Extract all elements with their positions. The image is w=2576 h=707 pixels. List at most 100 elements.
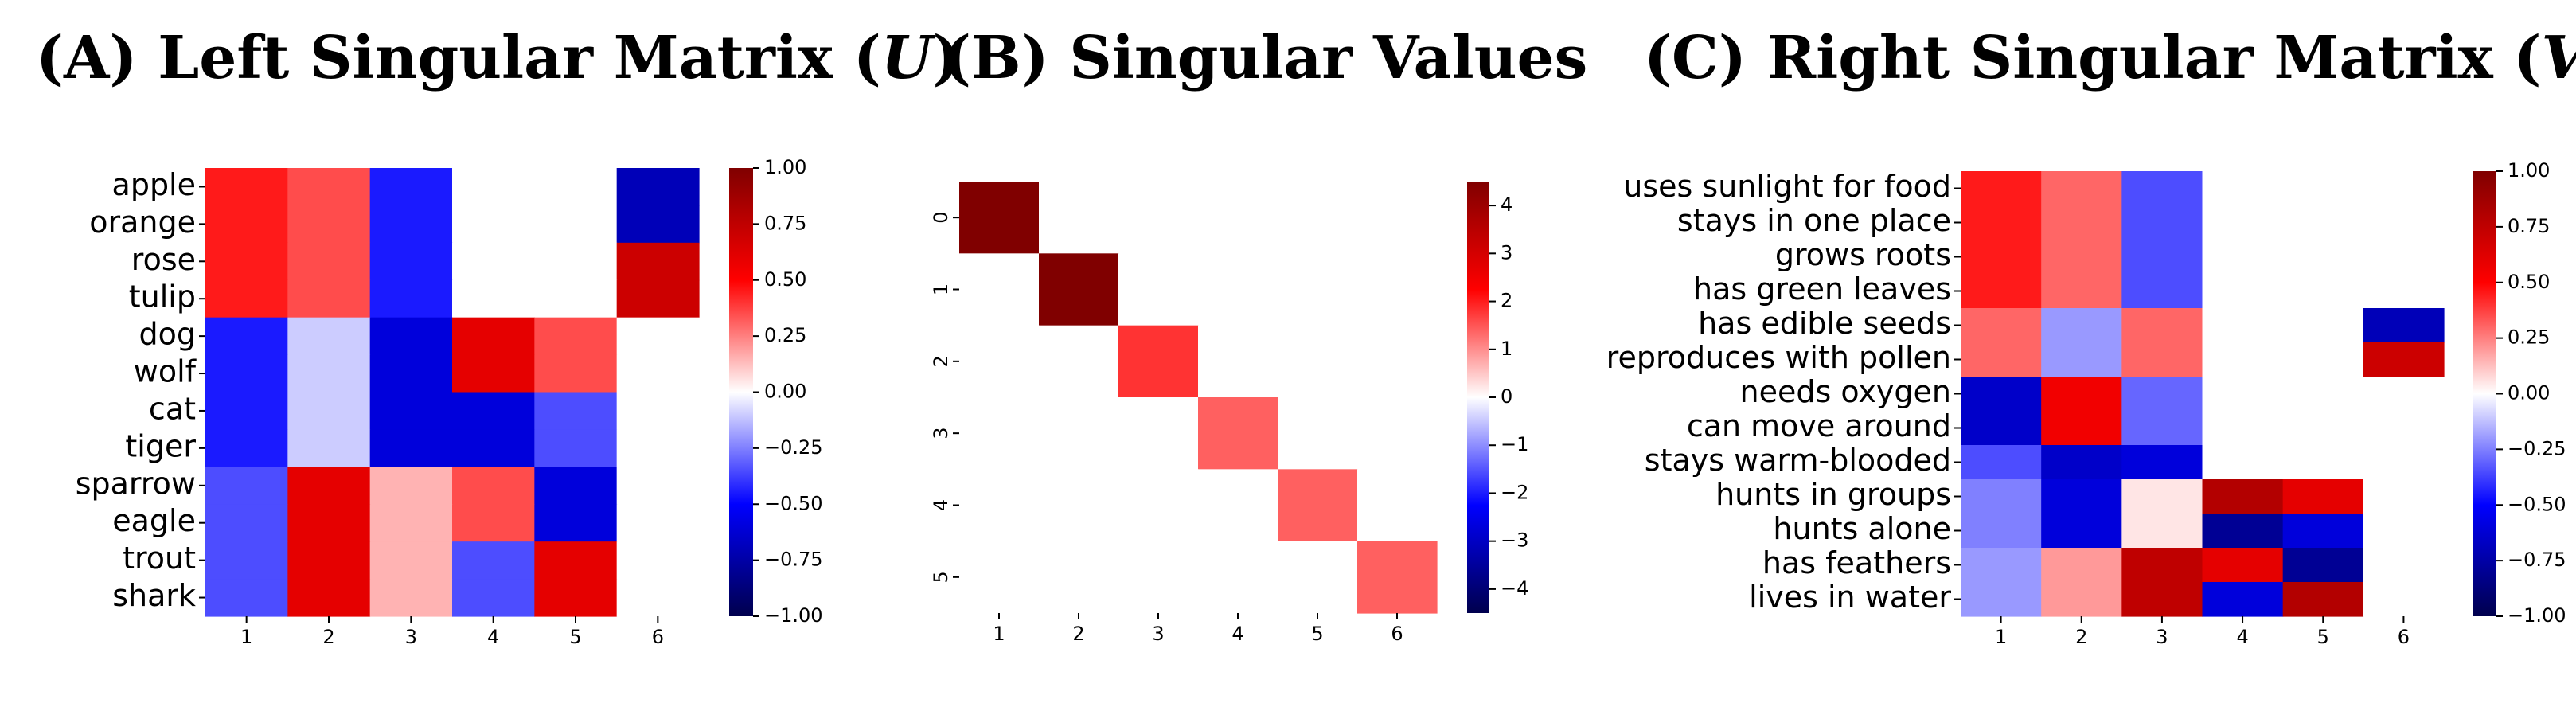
heatmap-cell	[2041, 514, 2122, 549]
row-label: hunts in groups	[1715, 477, 1951, 512]
col-label: 3	[2156, 626, 2168, 648]
heatmap-cell	[205, 279, 288, 318]
heatmap-cell	[1278, 253, 1358, 326]
heatmap-cell	[369, 168, 453, 206]
colorbar-tick-label: −2	[1501, 481, 1528, 503]
heatmap-cell	[2202, 342, 2284, 377]
panel-a-title: (A) Left Singular Matrix (U)	[36, 24, 960, 92]
heatmap-cell	[2363, 514, 2445, 549]
heatmap-cell	[287, 467, 371, 505]
heatmap-cell	[2041, 308, 2122, 343]
heatmap-cell	[2121, 240, 2203, 275]
col-label: 2	[322, 626, 334, 648]
heatmap-cell	[534, 504, 618, 542]
col-label: 2	[2075, 626, 2087, 648]
heatmap-cell	[616, 317, 700, 356]
heatmap-cell	[2363, 342, 2445, 377]
heatmap-cell	[1118, 541, 1199, 614]
row-label: sparrow	[76, 466, 196, 501]
heatmap-cell	[1278, 541, 1358, 614]
heatmap-cell	[287, 279, 371, 318]
heatmap-cell	[452, 279, 535, 318]
colorbar-tick-label: −4	[1501, 577, 1528, 600]
heatmap-cell	[205, 467, 288, 505]
heatmap-cell	[205, 205, 288, 244]
heatmap-cell	[616, 504, 700, 542]
heatmap-cell	[205, 354, 288, 393]
col-label: 5	[1311, 623, 1323, 645]
heatmap-cell	[452, 579, 535, 617]
heatmap-cell	[2121, 514, 2203, 549]
heatmap-cell	[2202, 240, 2284, 275]
heatmap-cell	[616, 392, 700, 431]
heatmap-cell	[2121, 411, 2203, 446]
heatmap-cell	[205, 242, 288, 281]
row-label: has feathers	[1762, 545, 1951, 580]
heatmap-cell	[2202, 479, 2284, 514]
heatmap-cell	[2363, 171, 2445, 206]
colorbar-tick-label: −0.50	[2508, 493, 2566, 515]
colorbar-tick-label: 0	[1501, 385, 1512, 408]
row-label: needs oxygen	[1740, 374, 1951, 409]
heatmap-cell	[2041, 240, 2122, 275]
colorbar-tick-label: −0.25	[764, 436, 823, 459]
heatmap-cell	[1118, 469, 1199, 542]
heatmap-cell	[2282, 342, 2364, 377]
heatmap-cell	[1357, 325, 1438, 398]
heatmap-cell	[1961, 342, 2042, 377]
heatmap-cell	[1961, 308, 2042, 343]
colorbar-tick-label: −0.50	[764, 492, 823, 514]
colorbar-tick-label: 0.25	[2508, 326, 2550, 349]
colorbar-tick-label: 0.75	[764, 212, 806, 234]
heatmap-cell	[2282, 240, 2364, 275]
colorbar-tick-label: −0.25	[2508, 437, 2566, 459]
heatmap-cell	[205, 504, 288, 542]
heatmap-cell	[2121, 342, 2203, 377]
row-label: hunts alone	[1773, 511, 1951, 546]
colorbar-tick-label: −3	[1501, 529, 1528, 552]
heatmap-cell	[2121, 171, 2203, 206]
heatmap-cell	[452, 354, 535, 393]
heatmap-cell	[1961, 445, 2042, 480]
row-label: orange	[89, 205, 196, 240]
row-label: can move around	[1687, 408, 1951, 443]
col-label: 1	[240, 626, 252, 648]
heatmap-cell	[2121, 479, 2203, 514]
row-label: has edible seeds	[1698, 306, 1951, 341]
col-label: 6	[652, 626, 664, 648]
heatmap-cell	[2202, 274, 2284, 309]
heatmap-cell	[205, 317, 288, 356]
heatmap-cell	[1278, 182, 1358, 254]
heatmap-cell	[959, 325, 1040, 398]
heatmap-cell	[369, 541, 453, 580]
colorbar-tick-label: 1	[1501, 338, 1512, 360]
heatmap-cell	[1961, 548, 2042, 583]
colorbar-tick-label: 1.00	[764, 156, 806, 178]
heatmap-cell	[369, 317, 453, 356]
heatmap-cell	[2282, 479, 2364, 514]
heatmap-cell	[1198, 182, 1278, 254]
heatmap-cell	[1198, 541, 1278, 614]
heatmap-cell	[1039, 469, 1119, 542]
heatmap-cell	[287, 317, 371, 356]
heatmap-cell	[2041, 411, 2122, 446]
heatmap-cell	[2282, 548, 2364, 583]
heatmap-cell	[959, 182, 1040, 254]
col-label: 6	[2398, 626, 2410, 648]
col-label: 3	[1152, 623, 1164, 645]
heatmap-cell	[1118, 397, 1199, 470]
panel-a-heatmap: appleorangerosetulipdogwolfcattigersparr…	[76, 156, 823, 648]
heatmap-cell	[2282, 171, 2364, 206]
heatmap-cell	[2202, 514, 2284, 549]
heatmap-cell	[534, 392, 618, 431]
heatmap-cell	[2041, 377, 2122, 412]
colorbar-tick-label: −1.00	[2508, 604, 2566, 627]
heatmap-cell	[2041, 479, 2122, 514]
heatmap-cell	[1039, 541, 1119, 614]
row-label: 5	[930, 571, 952, 583]
row-label: rose	[131, 242, 196, 277]
heatmap-cell	[1039, 253, 1119, 326]
heatmap-cell	[1278, 469, 1358, 542]
heatmap-cell	[1961, 411, 2042, 446]
heatmap-cell	[2363, 479, 2445, 514]
